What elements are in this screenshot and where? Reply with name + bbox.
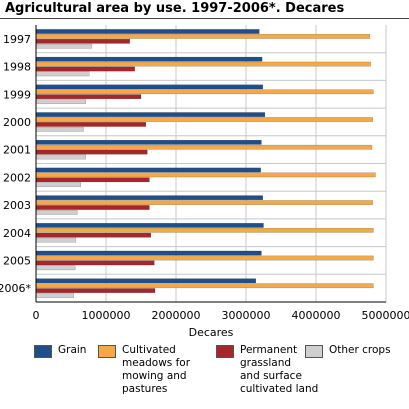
bar-permanent-1998 [35,66,135,72]
bar-grain-2001 [35,139,262,145]
bar-grain-1997 [35,29,260,34]
x-tick-label: 1000000 [82,309,131,322]
bar-permanent-2005 [35,260,155,266]
legend: Grain Cultivated meadows for mowing and … [0,344,409,404]
legend-label-grain: Grain [58,344,87,356]
bar-cultivated-2001 [35,144,373,150]
bar-permanent-2006 [35,288,156,293]
bar-grain-2000 [35,112,266,117]
x-tick-label: 2000000 [152,309,201,322]
legend-swatch-grain [34,345,52,358]
y-tick-label: 2002 [3,171,31,184]
bar-other-2004 [35,237,77,243]
bar-cultivated-2004 [35,227,374,233]
y-tick-label: 1998 [3,61,31,74]
y-tick-label: 2004 [3,227,31,240]
bar-permanent-2001 [35,149,148,155]
bar-grain-2004 [35,223,264,228]
bar-cultivated-2000 [35,117,373,122]
y-tick-label: 2001 [3,144,31,157]
bar-other-2006 [35,293,74,298]
legend-item-meadows: Cultivated meadows for mowing and pastur… [98,344,190,396]
bar-grain-2003 [35,195,264,201]
bar-permanent-2002 [35,177,150,183]
legend-label-other: Other crops [329,344,391,356]
bar-other-2000 [35,126,84,132]
x-tick-label: 0 [33,309,40,322]
y-tick-label: 2006* [0,282,31,295]
bar-grain-2002 [35,167,261,173]
bar-cultivated-1997 [35,34,371,39]
bar-permanent-2004 [35,232,152,238]
chart-title: Agricultural area by use. 1997-2006*. De… [5,1,345,16]
bar-other-2001 [35,154,86,160]
bar-permanent-1997 [35,38,131,44]
legend-label-meadows: Cultivated meadows for mowing and pastur… [122,344,191,395]
bar-other-2002 [35,182,81,188]
legend-swatch-meadows [98,345,116,358]
x-tick-label: 5000000 [362,309,409,322]
x-axis-title: Decares [189,326,234,339]
bar-permanent-2003 [35,205,150,210]
legend-swatch-other [305,345,323,358]
bar-other-1998 [35,71,90,77]
y-tick-label: 2003 [3,199,31,212]
legend-label-permanent: Permanent grassland and surface cultivat… [240,344,319,395]
bar-permanent-1999 [35,94,142,100]
y-tick-label: 2000 [3,116,31,129]
legend-item-permanent: Permanent grassland and surface cultivat… [216,344,318,396]
x-tick-label: 4000000 [292,309,341,322]
title-divider [0,18,409,19]
bar-other-2003 [35,210,78,215]
bar-cultivated-2002 [35,172,376,178]
bar-chart: 0 1000000 2000000 3000000 4000000 5000000 Deca… [0,25,409,339]
bar-grain-2005 [35,250,262,256]
bar-grain-1999 [35,84,264,90]
y-tick-label: 2005 [3,254,31,267]
y-tick-label: 1997 [3,33,31,46]
legend-item-grain: Grain [34,344,86,358]
legend-item-other: Other crops [305,344,391,358]
bar-other-1999 [35,99,86,104]
x-tick-label: 3000000 [222,309,271,322]
y-tick-label: 1999 [3,88,31,101]
bar-permanent-2000 [35,122,147,127]
bar-grain-2006 [35,278,257,284]
legend-swatch-permanent [216,345,234,358]
bar-cultivated-1998 [35,61,371,67]
bar-cultivated-2006 [35,283,374,289]
bar-cultivated-2003 [35,200,373,205]
bar-cultivated-2005 [35,255,374,261]
bar-cultivated-1999 [35,89,374,95]
bar-grain-1998 [35,56,263,62]
bar-other-1997 [35,43,93,49]
bar-other-2005 [35,265,76,271]
